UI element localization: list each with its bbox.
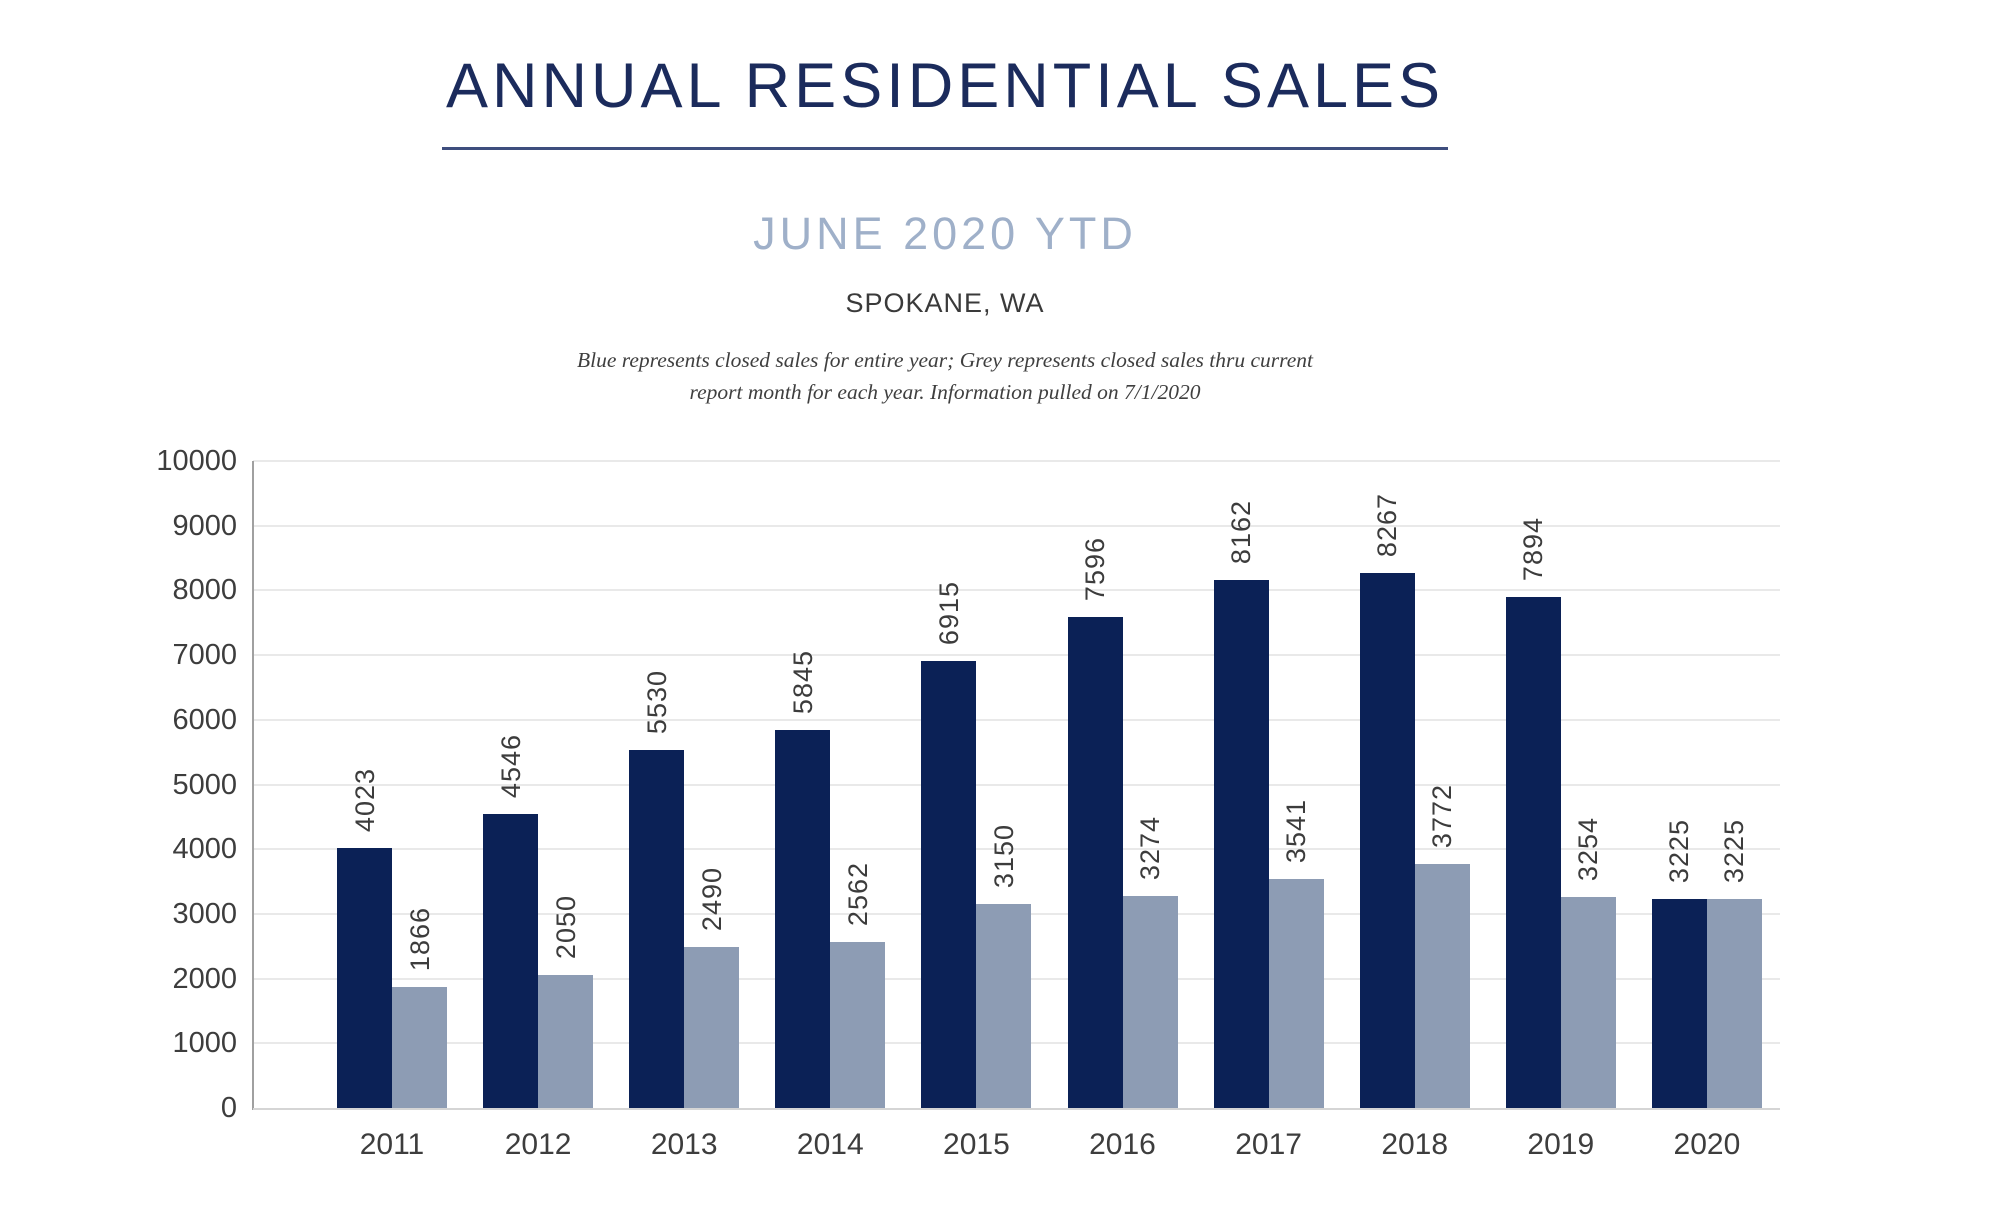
x-tick-label-2011: 2011 [359,1128,425,1161]
value-label-annual-2018: 8267 [1372,492,1403,557]
y-tick-label-4000: 4000 [172,833,237,866]
x-tick-label-2014: 2014 [796,1128,864,1161]
bar-annual-2011 [337,848,392,1108]
x-tick-label-2019: 2019 [1527,1128,1595,1161]
value-label-ytd-2012: 2050 [550,894,581,959]
value-label-ytd-2016: 3274 [1135,815,1165,880]
gridline-8000 [253,589,1780,592]
gridline-9000 [253,524,1780,527]
y-tick-label-5000: 5000 [172,768,237,801]
x-tick-label-2016: 2016 [1089,1128,1156,1161]
y-tick-label-3000: 3000 [172,897,237,930]
value-label-ytd-2017: 3541 [1281,798,1312,863]
y-axis-line [252,461,254,1110]
value-label-ytd-2014: 2562 [842,861,873,926]
bar-annual-2012 [483,814,539,1108]
chart-title: ANNUAL RESIDENTIAL SALES [445,51,1445,121]
bar-annual-2020 [1651,899,1707,1108]
gridline-10000 [253,460,1780,462]
y-tick-label-1000: 1000 [172,1027,237,1060]
x-tick-label-2013: 2013 [650,1128,718,1161]
chart-legend-note: Blue represents closed sales for entire … [0,344,1890,408]
value-label-annual-2011: 4023 [349,767,380,832]
plot-area: 4023 1866 4546 2050 5530 2490 5845 2562 6915 3150… [253,460,1780,1108]
x-axis-line [253,1108,1780,1110]
title-underline-rule [442,147,1448,150]
value-label-annual-2012: 4546 [495,733,526,798]
bar-ytd-2015 [976,904,1032,1108]
bar-ytd-2013 [684,947,740,1108]
bar-ytd-2019 [1560,897,1616,1108]
value-label-annual-2020: 3225 [1664,818,1695,883]
value-label-ytd-2011: 1866 [404,906,435,971]
chart-note-line2: report month for each year. Information … [689,380,1201,404]
y-tick-label-0: 0 [220,1092,237,1124]
y-tick-label-9000: 9000 [172,509,237,542]
chart-location: SPOKANE, WA [845,288,1045,318]
x-tick-label-2012: 2012 [504,1128,572,1161]
bar-ytd-2011 [392,987,447,1108]
y-tick-label-2000: 2000 [172,962,237,995]
value-label-annual-2013: 5530 [641,669,672,734]
bar-ytd-2012 [538,975,594,1108]
bar-annual-2017 [1213,580,1269,1108]
bar-ytd-2017 [1268,879,1324,1108]
value-label-ytd-2019: 3254 [1573,816,1604,881]
value-label-ytd-2013: 2490 [696,866,727,931]
chart-subtitle: JUNE 2020 YTD [753,208,1137,259]
value-label-ytd-2015: 3150 [988,823,1019,888]
y-tick-label-7000: 7000 [172,639,237,672]
value-label-annual-2019: 7894 [1518,516,1549,581]
bar-annual-2016 [1067,617,1123,1108]
value-label-annual-2017: 8162 [1226,499,1257,564]
bar-annual-2019 [1505,597,1561,1108]
bar-annual-2013 [629,750,685,1108]
value-label-ytd-2020: 3225 [1719,818,1750,883]
bar-ytd-2018 [1414,864,1470,1108]
gridline-4000 [253,848,1780,851]
y-tick-label-10000: 10000 [156,445,237,477]
gridline-6000 [253,718,1780,721]
x-tick-label-2015: 2015 [943,1128,1010,1161]
bar-annual-2015 [921,661,977,1108]
gridline-7000 [253,654,1780,657]
bar-ytd-2014 [830,942,886,1108]
bar-ytd-2016 [1122,896,1178,1108]
value-label-annual-2015: 6915 [933,580,964,645]
gridline-5000 [253,783,1780,786]
chart-note-line1: Blue represents closed sales for entire … [576,348,1314,372]
y-tick-label-8000: 8000 [172,574,237,607]
y-tick-label-6000: 6000 [172,703,237,736]
x-tick-label-2017: 2017 [1235,1128,1302,1161]
value-label-ytd-2018: 3772 [1427,783,1458,848]
bar-ytd-2020 [1706,899,1762,1108]
bar-annual-2014 [775,730,831,1108]
x-tick-label-2018: 2018 [1381,1128,1449,1161]
x-tick-label-2020: 2020 [1673,1128,1741,1161]
value-label-annual-2014: 5845 [787,649,818,714]
value-label-annual-2016: 7596 [1080,536,1110,601]
chart-header: ANNUAL RESIDENTIAL SALES JUNE 2020 YTD S… [0,0,1890,420]
bar-annual-2018 [1359,573,1415,1108]
